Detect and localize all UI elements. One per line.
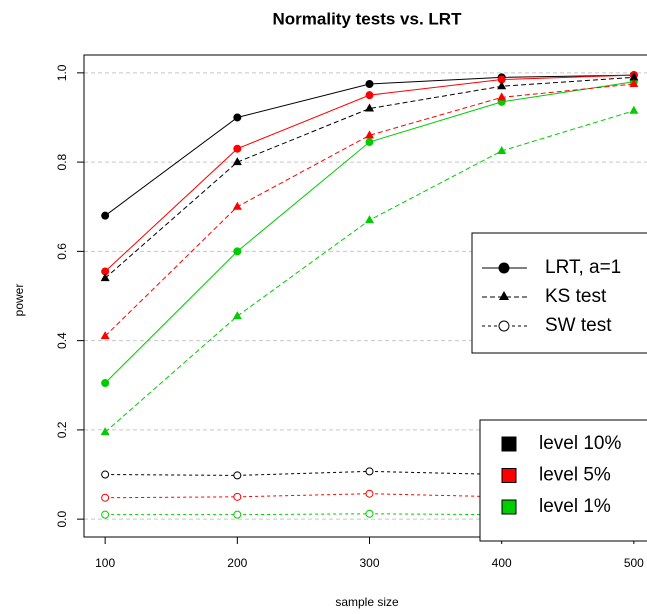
legend-label: level 5%: [539, 465, 611, 486]
marker: [232, 157, 242, 166]
series-line: [104, 83, 634, 337]
marker: [233, 144, 242, 153]
legend-label: KS test: [545, 286, 607, 307]
marker: [101, 211, 110, 220]
plot-area: [100, 71, 639, 519]
marker: [365, 103, 374, 112]
marker: [497, 92, 507, 101]
marker: [101, 379, 110, 388]
marker: [100, 427, 110, 436]
marker: [232, 201, 242, 210]
plot-frame: [83, 54, 647, 538]
marker: [629, 79, 639, 88]
marker: [233, 113, 242, 122]
x-tick-label: 100: [95, 556, 115, 570]
chart-title: Normality tests vs. LRT: [273, 9, 463, 28]
x-tick-label: 300: [359, 556, 379, 570]
legend-label: SW test: [545, 315, 612, 336]
legend-swatch: [501, 499, 517, 515]
y-tick-label: 0.6: [55, 243, 69, 260]
marker: [365, 215, 374, 224]
marker: [233, 471, 242, 480]
marker: [365, 80, 374, 89]
legend-marker: [499, 291, 509, 300]
marker: [233, 510, 242, 519]
x-tick-label: 200: [227, 556, 247, 570]
legend-marker: [498, 262, 510, 274]
marker: [629, 105, 639, 114]
marker: [101, 493, 110, 502]
marker: [100, 331, 110, 340]
y-tick-label: 0.2: [55, 421, 69, 438]
marker: [233, 247, 242, 256]
y-axis-label: power: [12, 284, 26, 317]
x-axis-label: sample size: [335, 595, 399, 609]
marker: [629, 72, 639, 81]
x-tick-label: 400: [492, 556, 512, 570]
marker: [365, 91, 374, 100]
y-tick-label: 0.8: [55, 153, 69, 170]
marker: [497, 145, 507, 154]
y-tick-label: 1.0: [55, 64, 69, 81]
marker: [365, 130, 374, 139]
marker: [101, 470, 110, 479]
marker: [365, 489, 374, 498]
legend-label: LRT, a=1: [545, 257, 621, 278]
marker: [232, 311, 242, 320]
marker: [100, 273, 110, 282]
marker: [365, 467, 374, 476]
series-line: [104, 76, 634, 279]
x-tick-label: 500: [624, 556, 644, 570]
marker: [497, 81, 507, 90]
marker: [365, 509, 374, 518]
legend-swatch: [501, 436, 517, 452]
legend-label: level 1%: [539, 496, 611, 517]
marker: [233, 492, 242, 501]
legend-marker: [498, 320, 510, 332]
legend-swatch: [501, 468, 517, 483]
y-tick-label: 0.4: [55, 332, 69, 349]
marker: [101, 510, 110, 519]
marker: [365, 138, 374, 147]
legend-label: level 10%: [539, 433, 621, 454]
legend-box: [471, 232, 647, 354]
y-tick-label: 0.0: [55, 510, 69, 527]
